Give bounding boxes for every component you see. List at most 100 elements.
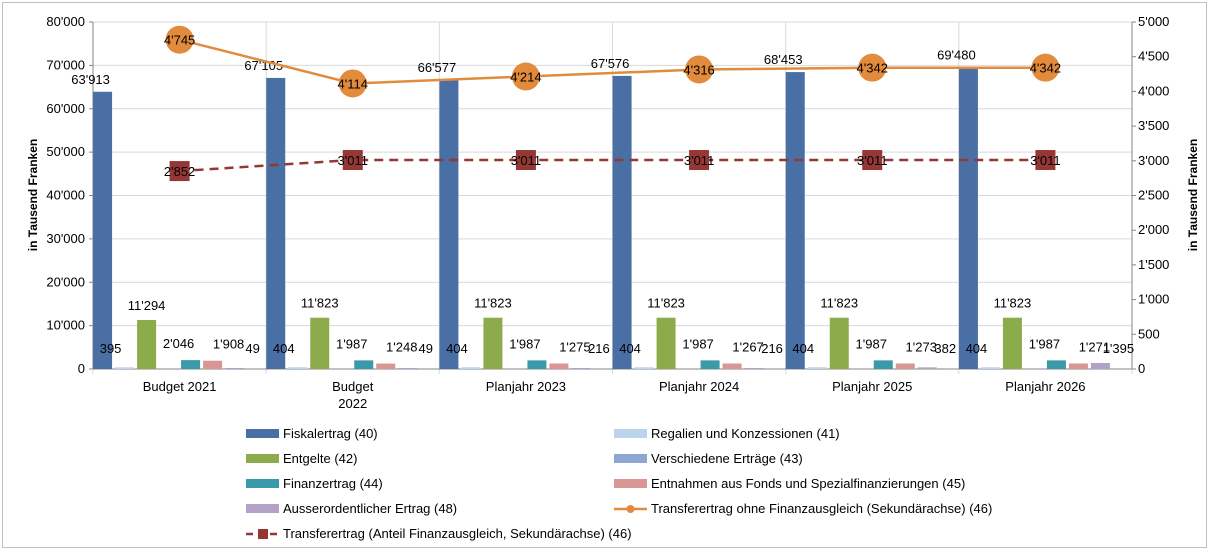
line-marker-square xyxy=(689,150,710,171)
bar-6-4 xyxy=(917,367,937,369)
legend-label: Transferertrag (Anteil Finanzausgleich, … xyxy=(283,526,632,541)
legend-label: Transferertrag ohne Finanzausgleich (Sek… xyxy=(651,501,992,516)
legend-label: Ausserordentlicher Ertrag (48) xyxy=(283,501,457,516)
bar-data-label: 404 xyxy=(966,341,988,356)
legend-label: Regalien und Konzessionen (41) xyxy=(651,426,840,441)
bar-data-label: 404 xyxy=(273,341,295,356)
bar-4-1 xyxy=(354,360,374,369)
y-right-tick-label: 3'500 xyxy=(1138,118,1169,133)
line-data-label: 4'342 xyxy=(1030,61,1061,76)
y-left-tick-label: 50'000 xyxy=(46,144,85,159)
bar-data-label: 1'273 xyxy=(906,339,937,354)
line-marker-circle xyxy=(1031,53,1060,82)
x-tick-label: Budget 2021 xyxy=(143,379,217,394)
bar-data-label: 1'275 xyxy=(559,339,590,354)
bar-data-label: 1'987 xyxy=(509,336,540,351)
bar-data-label: 404 xyxy=(619,341,641,356)
bar-6-2 xyxy=(571,368,591,369)
bar-data-label: 404 xyxy=(446,341,468,356)
bar-1-1 xyxy=(288,367,308,369)
y-right-tick-label: 1'500 xyxy=(1138,257,1169,272)
bar-1-4 xyxy=(807,367,827,369)
bar-5-1 xyxy=(376,363,396,369)
y-right-tick-label: 2'000 xyxy=(1138,222,1169,237)
line-data-label: 3'011 xyxy=(1030,153,1060,168)
bar-data-label: 11'823 xyxy=(820,296,858,311)
bar-data-label: 63'913 xyxy=(71,72,110,87)
bar-5-2 xyxy=(549,363,569,369)
legend-swatch xyxy=(246,454,279,463)
bar-2-4 xyxy=(829,317,849,369)
line-marker-square xyxy=(515,150,536,171)
bar-4-4 xyxy=(873,360,893,369)
bar-0-5 xyxy=(958,67,978,370)
bar-0-2 xyxy=(439,80,459,369)
x-tick-label: 2022 xyxy=(338,396,367,411)
bar-1-3 xyxy=(634,367,654,369)
legend-swatch xyxy=(246,429,279,438)
bar-data-label: 68'453 xyxy=(764,52,803,67)
bar-5-3 xyxy=(722,363,742,369)
y-left-tick-label: 80'000 xyxy=(46,14,85,29)
legend-label: Finanzertrag (44) xyxy=(283,476,383,491)
bar-5-5 xyxy=(1068,363,1088,369)
bar-data-label: 11'823 xyxy=(647,296,685,311)
y-right-tick-label: 1'000 xyxy=(1138,292,1169,307)
line-data-label: 4'342 xyxy=(857,61,888,76)
bar-2-3 xyxy=(656,317,676,369)
bar-data-label: 1'395 xyxy=(1103,341,1134,356)
y-left-tick-label: 30'000 xyxy=(46,231,85,246)
bar-data-label: 1'987 xyxy=(856,336,887,351)
line-data-label: 4'114 xyxy=(338,76,368,91)
bar-4-3 xyxy=(700,360,720,369)
bar-2-0 xyxy=(137,320,157,369)
y-left-axis-title: in Tausend Franken xyxy=(26,139,40,251)
legend-swatch xyxy=(614,479,647,488)
bar-data-label: 1'267 xyxy=(732,340,763,355)
bar-data-label: 11'823 xyxy=(301,296,339,311)
bar-4-0 xyxy=(181,360,201,369)
line-data-label: 4'316 xyxy=(683,62,714,77)
line-marker-square xyxy=(342,150,363,171)
legend-swatch xyxy=(246,504,279,513)
y-right-tick-label: 3'000 xyxy=(1138,153,1169,168)
bar-data-label: 67'105 xyxy=(244,58,283,73)
y-right-tick-label: 4'500 xyxy=(1138,49,1169,64)
y-left-tick-label: 60'000 xyxy=(46,101,85,116)
bar-6-3 xyxy=(744,368,764,369)
y-left-tick-label: 40'000 xyxy=(46,188,85,203)
legend-label: Entnahmen aus Fonds und Spezialfinanzier… xyxy=(651,476,965,491)
bar-data-label: 1'908 xyxy=(213,337,244,352)
y-right-tick-label: 2'500 xyxy=(1138,188,1169,203)
bar-5-0 xyxy=(203,360,223,369)
y-left-tick-label: 70'000 xyxy=(46,57,85,72)
x-tick-label: Budget xyxy=(332,379,374,394)
bar-data-label: 66'577 xyxy=(418,60,457,75)
bar-data-label: 1'987 xyxy=(1029,336,1060,351)
line-data-label: 3'011 xyxy=(684,153,714,168)
legend-swatch-marker xyxy=(626,505,635,513)
line-marker-circle xyxy=(338,69,367,98)
bar-2-5 xyxy=(1002,317,1022,369)
bar-5-4 xyxy=(895,363,915,369)
bar-1-0 xyxy=(115,367,135,369)
bar-data-label: 1'248 xyxy=(386,340,417,355)
y-right-tick-label: 4'000 xyxy=(1138,83,1169,98)
bar-data-label: 395 xyxy=(100,341,122,356)
y-left-tick-label: 10'000 xyxy=(46,318,85,333)
bar-1-2 xyxy=(461,367,481,369)
line-data-label: 3'011 xyxy=(511,153,541,168)
bar-0-1 xyxy=(266,77,286,369)
line-data-label: 4'214 xyxy=(510,70,541,85)
bar-data-label: 216 xyxy=(761,341,783,356)
bar-data-label: 69'480 xyxy=(937,48,976,63)
bar-0-0 xyxy=(93,91,113,370)
x-tick-label: Planjahr 2026 xyxy=(1005,379,1085,394)
bar-6-0 xyxy=(225,368,245,369)
bar-2-1 xyxy=(310,317,330,369)
x-tick-label: Planjahr 2025 xyxy=(832,379,912,394)
line-marker-circle xyxy=(165,25,194,54)
bar-data-label: 1'987 xyxy=(336,336,367,351)
